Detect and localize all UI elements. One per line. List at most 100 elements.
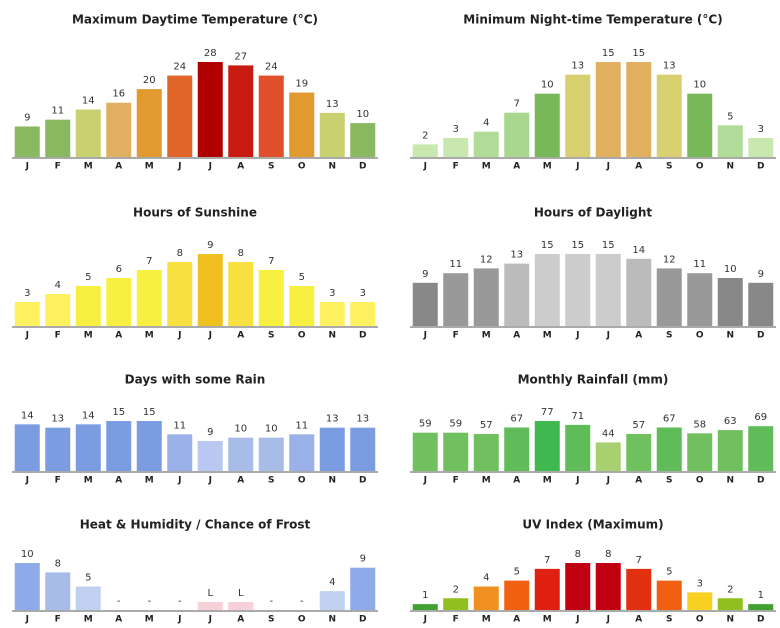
bar <box>443 138 469 157</box>
bar <box>595 563 621 610</box>
category-label: D <box>757 476 764 486</box>
category-label: F <box>453 331 459 341</box>
value-label: 9 <box>24 112 30 123</box>
bar <box>504 112 530 157</box>
category-label: J <box>423 615 427 625</box>
bar <box>14 302 40 326</box>
value-label: 11 <box>295 420 308 431</box>
value-label: 13 <box>356 414 369 425</box>
category-label: S <box>666 615 672 625</box>
category-label: N <box>328 331 336 341</box>
bar <box>443 432 469 471</box>
bar <box>228 437 254 471</box>
value-label: 59 <box>419 419 432 430</box>
value-label: 14 <box>82 96 95 107</box>
bar <box>106 278 132 326</box>
bar <box>595 442 621 471</box>
value-label: 13 <box>510 250 523 261</box>
bar <box>717 125 743 157</box>
value-label: 27 <box>234 51 247 62</box>
bar <box>626 568 652 610</box>
value-label: 9 <box>360 554 366 565</box>
bar <box>45 119 71 157</box>
bar <box>473 586 499 610</box>
value-label: 8 <box>177 248 183 259</box>
bar <box>75 109 101 157</box>
category-label: S <box>666 331 672 341</box>
category-label: A <box>115 615 122 625</box>
bar <box>289 434 315 471</box>
bar <box>443 273 469 326</box>
value-label: 4 <box>483 573 489 584</box>
category-label: S <box>666 162 672 172</box>
category-label: M <box>543 476 552 486</box>
value-label: 24 <box>265 62 278 73</box>
category-label: J <box>575 476 579 486</box>
value-label: 57 <box>480 420 493 431</box>
value-label: 15 <box>602 240 615 251</box>
category-label: J <box>25 331 29 341</box>
bar <box>167 262 193 326</box>
bar <box>717 430 743 471</box>
value-label: 14 <box>21 410 34 421</box>
value-label: 9 <box>207 240 213 251</box>
value-label: 15 <box>602 48 615 59</box>
category-label: F <box>55 162 61 172</box>
category-label: N <box>328 615 336 625</box>
bar <box>228 65 254 157</box>
category-label: D <box>359 331 366 341</box>
category-label: A <box>115 162 122 172</box>
bar <box>289 92 315 157</box>
category-label: J <box>606 476 610 486</box>
category-label: J <box>575 162 579 172</box>
bar <box>656 580 682 610</box>
value-label: 28 <box>204 48 217 59</box>
category-label: J <box>25 615 29 625</box>
value-label: 77 <box>541 407 554 418</box>
category-label: J <box>606 331 610 341</box>
category-label: F <box>453 162 459 172</box>
chart-title: Maximum Daytime Temperature (°C) <box>72 13 318 27</box>
value-label: 5 <box>514 567 520 578</box>
bar <box>473 131 499 157</box>
value-label: 8 <box>55 558 61 569</box>
category-label: M <box>145 331 154 341</box>
bar <box>534 421 560 471</box>
chart-title: Minimum Night-time Temperature (°C) <box>463 13 722 27</box>
category-label: J <box>208 476 212 486</box>
value-label: 69 <box>754 412 767 423</box>
category-label: M <box>145 615 154 625</box>
bar <box>289 286 315 326</box>
category-label: A <box>237 162 244 172</box>
bar <box>412 432 438 471</box>
value-label: 5 <box>727 111 733 122</box>
category-label: M <box>482 615 491 625</box>
value-label: 1 <box>758 590 764 601</box>
category-label: O <box>298 331 306 341</box>
category-label: J <box>575 615 579 625</box>
bar <box>412 282 438 326</box>
category-label: F <box>55 615 61 625</box>
category-label: A <box>237 331 244 341</box>
bar <box>534 93 560 157</box>
category-label: F <box>453 615 459 625</box>
chart-title: Monthly Rainfall (mm) <box>518 373 669 387</box>
bar <box>136 270 162 326</box>
category-label: A <box>513 331 520 341</box>
value-label: 3 <box>360 288 366 299</box>
category-label: A <box>635 615 642 625</box>
category-label: J <box>423 162 427 172</box>
category-label: A <box>513 476 520 486</box>
bar-stub <box>197 602 223 610</box>
category-label: A <box>513 615 520 625</box>
bar <box>45 572 71 610</box>
value-label: 9 <box>422 269 428 280</box>
category-label: A <box>115 331 122 341</box>
bar <box>228 262 254 326</box>
value-label: 11 <box>693 259 706 270</box>
category-label: J <box>208 331 212 341</box>
bar <box>106 102 132 157</box>
value-label: 15 <box>541 240 554 251</box>
value-label: 16 <box>112 89 125 100</box>
